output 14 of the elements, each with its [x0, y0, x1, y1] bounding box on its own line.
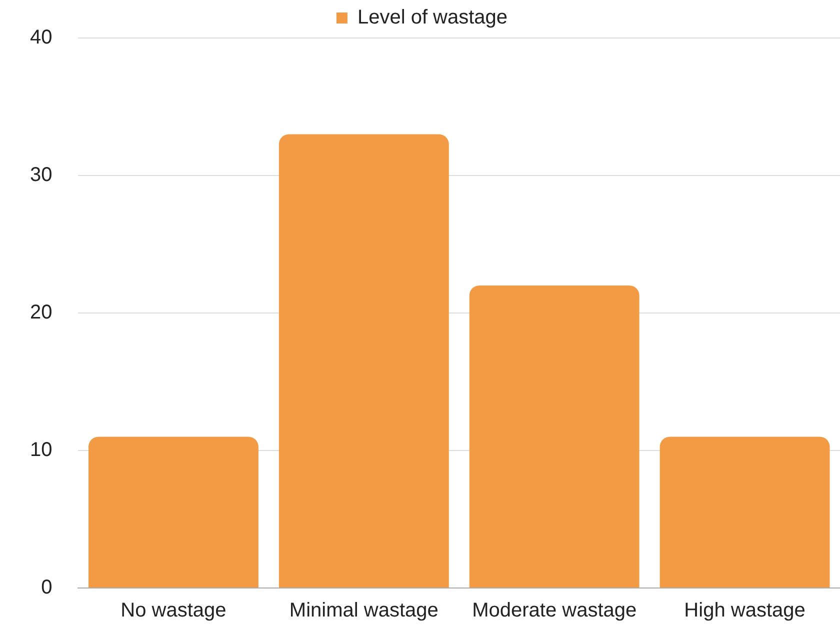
y-tick-label: 20 — [30, 302, 52, 324]
bar — [88, 436, 258, 588]
bar — [469, 286, 640, 588]
bar — [660, 436, 830, 588]
x-tick-label: Moderate wastage — [472, 600, 637, 622]
y-tick-label: 10 — [30, 439, 52, 462]
legend-label: Level of wastage — [357, 6, 508, 29]
y-tick-label: 40 — [30, 26, 52, 49]
x-tick-label: High wastage — [684, 600, 806, 622]
bar — [278, 134, 449, 588]
x-tick-label: No wastage — [120, 600, 226, 622]
y-tick-label: 0 — [41, 576, 52, 599]
y-tick-label: 30 — [30, 164, 52, 186]
x-tick-label: Minimal wastage — [289, 600, 438, 622]
